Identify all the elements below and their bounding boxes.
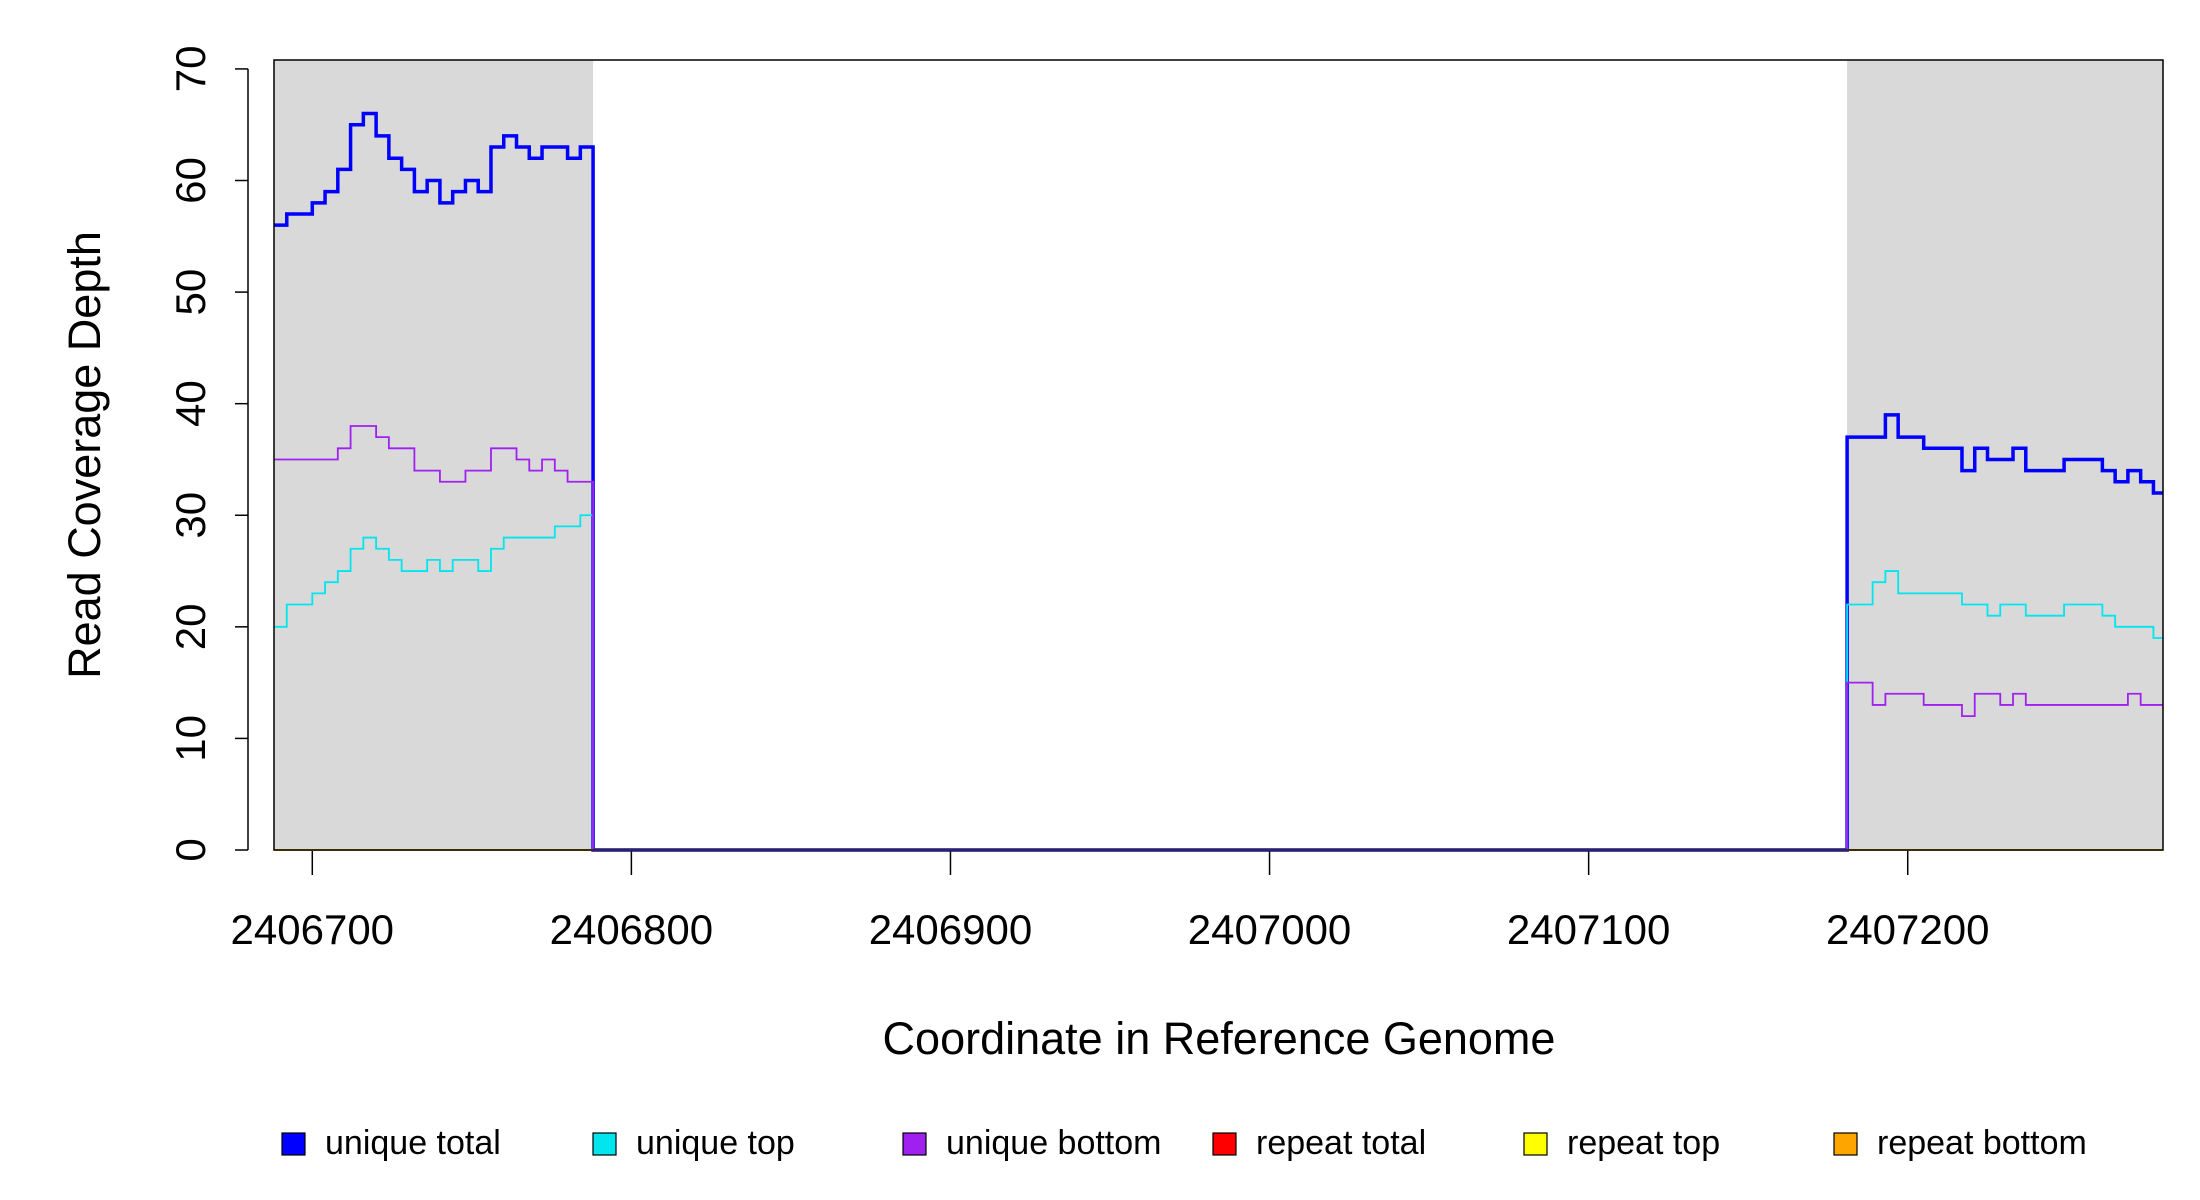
- x-tick-label: 2407100: [1507, 906, 1671, 953]
- y-tick-label: 50: [167, 269, 214, 316]
- legend-label: unique total: [325, 1124, 501, 1162]
- legend-swatch: [1212, 1132, 1237, 1156]
- y-tick-label: 60: [167, 157, 214, 204]
- legend-label: unique top: [636, 1124, 795, 1162]
- x-tick-label: 2406800: [550, 906, 714, 953]
- shaded-region: [274, 60, 594, 850]
- legend-swatch: [902, 1132, 927, 1156]
- y-axis-title: Read Coverage Depth: [59, 231, 110, 679]
- x-axis-title: Coordinate in Reference Genome: [883, 1013, 1556, 1064]
- legend-swatch: [1523, 1132, 1548, 1156]
- y-tick-label: 30: [167, 492, 214, 539]
- series-line: [274, 425, 2163, 851]
- series-line: [274, 111, 2163, 852]
- x-tick-label: 2407200: [1826, 906, 1990, 953]
- x-tick-label: 2406700: [231, 906, 395, 953]
- legend-label: repeat bottom: [1877, 1124, 2087, 1162]
- plot-frame: [273, 59, 2164, 851]
- x-tick-label: 2406900: [869, 906, 1033, 953]
- shaded-region: [1847, 60, 2163, 850]
- legend-label: unique bottom: [946, 1124, 1162, 1162]
- y-tick-label: 0: [167, 838, 214, 861]
- legend-label: repeat top: [1567, 1124, 1720, 1162]
- y-tick-label: 70: [167, 46, 214, 93]
- y-tick-label: 10: [167, 715, 214, 762]
- legend-swatch: [281, 1132, 306, 1156]
- legend-swatch: [592, 1132, 617, 1156]
- y-tick-label: 20: [167, 603, 214, 650]
- x-tick-label: 2407000: [1188, 906, 1352, 953]
- legend-label: repeat total: [1256, 1124, 1426, 1162]
- series-line: [274, 514, 2163, 851]
- legend-swatch: [1833, 1132, 1858, 1156]
- y-tick-label: 40: [167, 380, 214, 427]
